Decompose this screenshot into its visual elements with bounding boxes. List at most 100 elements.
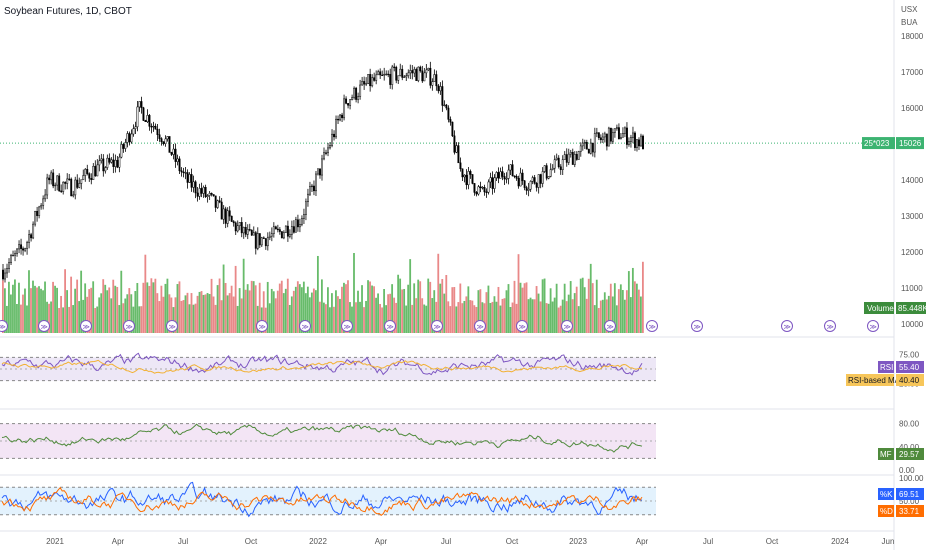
candle-body xyxy=(20,244,23,249)
candle-body xyxy=(72,194,75,197)
candle-body xyxy=(593,133,596,153)
volume-bar xyxy=(178,281,181,333)
volume-bar xyxy=(282,293,285,333)
candle-body xyxy=(343,98,346,119)
volume-bar xyxy=(114,285,117,333)
stoch-pane[interactable]: 100.00 50.00 xyxy=(0,474,924,518)
candle-body xyxy=(587,149,590,154)
candle-body xyxy=(254,232,257,249)
candle-body xyxy=(84,168,87,176)
price-axis: 1800017000160001500014000130001200011000… xyxy=(901,32,924,329)
volume-bar xyxy=(449,306,452,333)
candle-body xyxy=(311,185,313,188)
volume-bar xyxy=(318,301,321,333)
candle-body xyxy=(146,115,149,122)
volume-bar xyxy=(214,304,217,333)
candle-body xyxy=(475,192,478,195)
volume-bar xyxy=(555,283,558,333)
candle-body xyxy=(204,187,207,198)
volume-bar xyxy=(184,295,187,333)
price-pane[interactable] xyxy=(0,61,894,283)
candle-body xyxy=(214,195,217,208)
candle-body xyxy=(50,172,53,181)
candle-body xyxy=(258,233,261,246)
volume-bar xyxy=(621,290,624,333)
volume-bar xyxy=(66,290,69,333)
candle-body xyxy=(34,210,37,225)
volume-bar xyxy=(72,305,75,333)
volume-bar xyxy=(581,277,584,333)
candle-body xyxy=(555,157,558,160)
candle-body xyxy=(415,69,418,81)
volume-bar xyxy=(527,299,530,333)
volume-bar xyxy=(56,287,58,333)
candle-body xyxy=(471,174,474,184)
candle-body xyxy=(423,72,426,82)
candle-body xyxy=(365,83,368,85)
volume-bar xyxy=(365,300,367,333)
time-tick-label: 2024 xyxy=(831,537,849,546)
volume-bar xyxy=(258,282,261,333)
volume-bar xyxy=(589,263,592,333)
candle-body xyxy=(551,167,554,170)
candle-body xyxy=(278,229,281,232)
candle-body xyxy=(567,153,570,163)
event-markers[interactable]: ≫ ≫ ≫ ≫ ≫ ≫ ≫ ≫ ≫ ≫ ≫ ≫ ≫ ≫ ≫ ≫ ≫ ≫ ≫ xyxy=(0,320,879,332)
volume-bar xyxy=(585,298,588,333)
volume-bar xyxy=(284,288,287,333)
rsi-line xyxy=(1,352,643,376)
candle-body xyxy=(577,151,580,160)
volume-bar xyxy=(543,278,546,333)
candle-body xyxy=(82,175,85,181)
event-marker-label: ≫ xyxy=(41,324,48,331)
volume-bar xyxy=(617,289,620,333)
volume-bar xyxy=(407,284,410,333)
event-marker-label: ≫ xyxy=(477,324,484,331)
volume-bar xyxy=(252,281,255,333)
candle-body xyxy=(345,98,348,104)
candle-body xyxy=(142,107,145,121)
candle-body xyxy=(397,75,400,81)
volume-bar xyxy=(90,287,93,333)
volume-bar xyxy=(6,305,8,333)
candle-body xyxy=(487,181,490,193)
volume-bar xyxy=(625,290,628,333)
candle-body xyxy=(114,159,117,167)
volume-bar xyxy=(160,285,163,333)
volume-bar xyxy=(619,284,622,333)
volume-bar xyxy=(256,305,259,333)
volume-bar xyxy=(144,254,147,333)
volume-bar xyxy=(441,279,444,333)
mf-pane[interactable]: 80.00 40.00 0.00 xyxy=(0,408,920,475)
candle-body xyxy=(373,77,376,81)
volume-bar xyxy=(236,305,239,333)
candle-body xyxy=(497,172,500,179)
candle-body xyxy=(315,173,317,192)
event-marker-label: ≫ xyxy=(564,324,571,331)
volume-bar xyxy=(579,278,582,333)
candle-body xyxy=(409,70,412,74)
candle-body xyxy=(605,133,608,147)
candle-body xyxy=(196,192,199,197)
candle-body xyxy=(339,114,342,121)
candle-body xyxy=(292,226,295,233)
candle-body xyxy=(74,179,77,196)
candle-body xyxy=(26,242,29,249)
price-tick-label: 10000 xyxy=(901,320,924,329)
candle-body xyxy=(86,168,89,174)
candle-body xyxy=(298,224,301,228)
volume-bar xyxy=(204,294,207,333)
price-tick-label: 18000 xyxy=(901,32,924,41)
event-marker-label: ≫ xyxy=(0,324,6,331)
volume-bar xyxy=(300,287,303,333)
candle-body xyxy=(208,192,211,196)
candle-body xyxy=(272,226,275,234)
candle-body xyxy=(361,81,364,86)
volume-bar xyxy=(511,302,514,333)
volume-bar xyxy=(242,258,245,333)
volume-bar xyxy=(302,281,305,333)
candle-body xyxy=(184,172,187,174)
candle-body xyxy=(38,206,41,216)
